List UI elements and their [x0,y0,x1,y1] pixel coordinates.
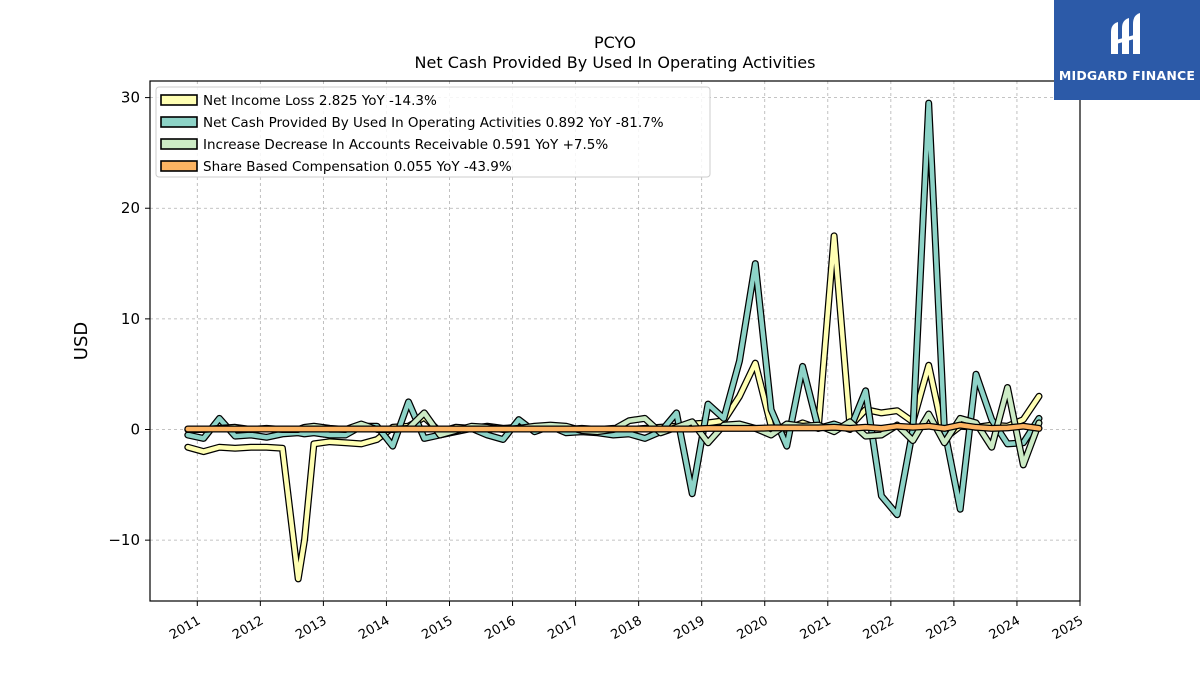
legend-label: Increase Decrease In Accounts Receivable… [203,137,608,153]
x-tick-label: 2014 [356,613,392,643]
midgard-logo-icon [1111,13,1140,54]
brand-logo: MIDGARD FINANCE [1054,0,1200,100]
y-tick-label: 0 [130,421,140,439]
chart-subtitle: Net Cash Provided By Used In Operating A… [415,53,816,72]
legend-swatch [160,138,198,150]
x-tick-label: 2024 [987,613,1023,643]
legend-box [155,86,711,178]
brand-name: MIDGARD FINANCE [1058,68,1196,83]
y-tick-label: −10 [108,531,140,549]
y-axis-ticks: −10 0 10 20 30 [108,89,150,549]
series-lines [184,99,1043,583]
x-tick-label: 2023 [924,613,960,643]
legend-label: Share Based Compensation 0.055 YoY -43.9… [203,159,512,175]
x-axis-ticks: 2011 2012 2013 2014 2015 2016 2017 2018 2019 2020… [167,601,1086,643]
x-tick-label: 2015 [419,613,455,643]
legend: Net Income Loss 2.825 YoY -14.3% Net Cash… [155,86,711,178]
y-tick-label: 10 [121,310,140,328]
legend-swatch [160,160,198,172]
legend-swatch [160,116,198,128]
chart-title: PCYO [594,33,636,52]
x-tick-label: 2019 [672,613,708,643]
x-tick-label: 2020 [735,613,771,643]
x-tick-label: 2011 [167,613,203,643]
legend-swatch [160,94,198,106]
chart-title-group: PCYO Net Cash Provided By Used In Operat… [415,33,816,72]
x-tick-label: 2022 [861,613,897,643]
x-tick-label: 2016 [482,613,518,643]
x-tick-label: 2018 [608,613,644,643]
legend-label: Net Cash Provided By Used In Operating A… [203,115,664,131]
legend-label: Net Income Loss 2.825 YoY -14.3% [203,93,437,109]
plot-frame [149,80,1081,602]
x-tick-label: 2025 [1050,613,1086,643]
series-line [185,422,1042,432]
x-tick-label: 2017 [545,613,581,643]
x-tick-label: 2013 [293,613,329,643]
x-tick-label: 2021 [798,613,834,643]
x-tick-label: 2012 [230,613,266,643]
series-3 [184,421,1043,433]
y-axis-label: USD [71,322,92,360]
y-tick-label: 30 [121,89,140,107]
y-tick-label: 20 [121,199,140,217]
